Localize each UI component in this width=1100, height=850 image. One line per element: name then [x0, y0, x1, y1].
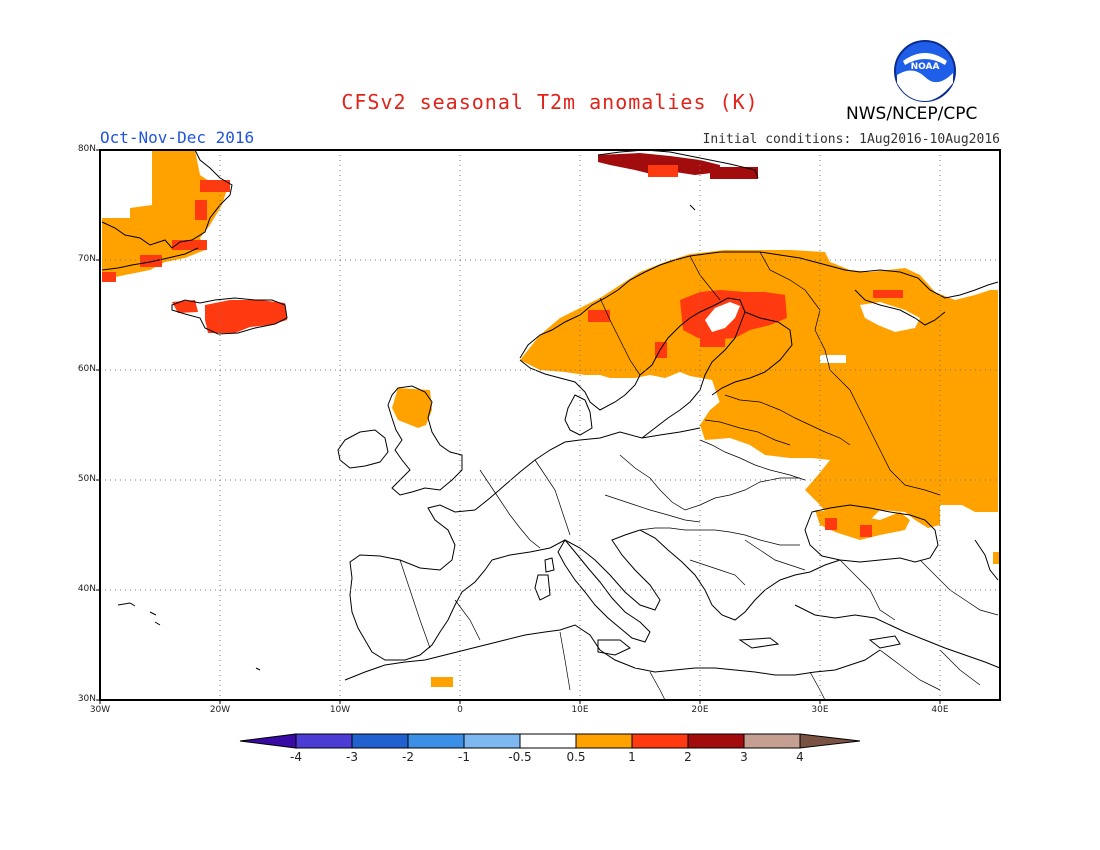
colorbar-label: -0.5	[508, 750, 532, 764]
colorbar-label: 3	[740, 750, 748, 764]
lon-label: 40E	[931, 705, 949, 715]
colorbar-label: -2	[402, 750, 414, 764]
lat-label: 50N	[77, 474, 96, 484]
colorbar-cell-above	[799, 733, 861, 749]
colorbar-cell	[687, 733, 745, 749]
graticule	[100, 150, 1000, 700]
agency-label: NWS/NCEP/CPC	[846, 104, 978, 124]
colorbar-label: 1	[628, 750, 636, 764]
colorbar-cell-below	[239, 733, 297, 749]
colorbar	[239, 733, 861, 749]
colorbar-cell	[295, 733, 353, 749]
lat-label: 40N	[77, 584, 96, 594]
colorbar-cell	[519, 733, 577, 749]
anomaly-holes	[705, 302, 920, 363]
colorbar-label: 4	[796, 750, 804, 764]
map-title: CFSv2 seasonal T2m anomalies (K)	[341, 90, 759, 114]
colorbar-label: -3	[346, 750, 358, 764]
axis-ticks	[96, 149, 941, 704]
coastlines	[101, 149, 1001, 681]
colorbar-cell	[407, 733, 465, 749]
lon-label: 20W	[209, 705, 231, 715]
lon-label: 10E	[571, 705, 589, 715]
anomaly-fill-0.5-1	[102, 150, 1000, 687]
lat-label: 60N	[77, 364, 96, 374]
colorbar-label: 0.5	[566, 750, 586, 764]
lon-label: 10W	[329, 705, 351, 715]
lat-label: 80N	[77, 144, 96, 154]
lon-label: 30W	[89, 705, 111, 715]
lon-label: 0	[457, 705, 463, 715]
noaa-logo-icon: NOAA	[894, 40, 956, 102]
initial-conditions-label: Initial conditions: 1Aug2016-10Aug2016	[702, 132, 1000, 147]
lon-label: 20E	[691, 705, 709, 715]
season-label: Oct-Nov-Dec 2016	[100, 128, 255, 147]
anomaly-fill-2-3	[598, 153, 758, 179]
lon-label: 30E	[811, 705, 829, 715]
lat-label: 70N	[77, 254, 96, 264]
lat-label: 30N	[77, 694, 96, 704]
colorbar-cell	[631, 733, 689, 749]
colorbar-label: 2	[684, 750, 692, 764]
svg-text:NOAA: NOAA	[911, 62, 940, 72]
colorbar-cell	[575, 733, 633, 749]
colorbar-cell	[463, 733, 521, 749]
map-frame	[99, 149, 1001, 701]
colorbar-cell	[743, 733, 801, 749]
colorbar-label: -1	[458, 750, 470, 764]
colorbar-cell	[351, 733, 409, 749]
colorbar-label: -4	[290, 750, 302, 764]
